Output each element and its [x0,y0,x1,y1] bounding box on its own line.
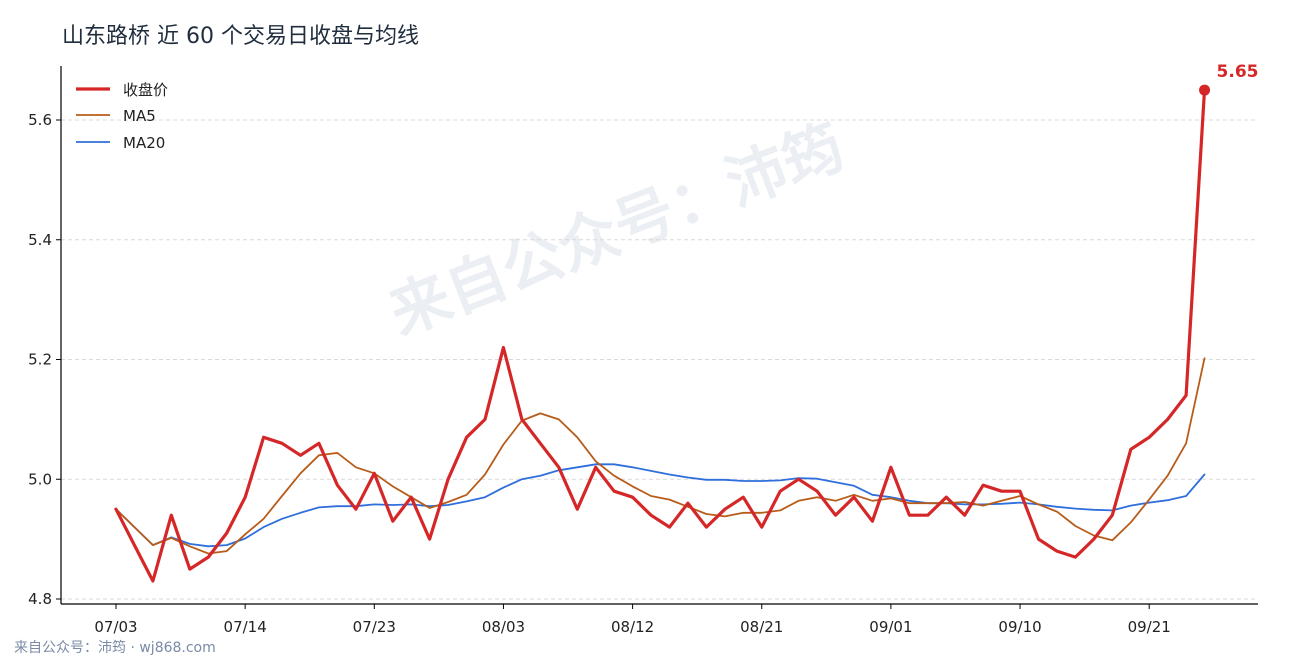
y-tick-label: 4.8 [28,590,52,608]
legend: 收盘价 MA5 MA20 [76,81,168,152]
last-point-marker [1199,84,1211,96]
footer-credit: 来自公众号：沛筠 · wj868.com [14,640,216,656]
series-lines [114,88,1207,583]
legend-label: MA5 [123,107,156,125]
x-tick-label: 07/14 [224,618,267,636]
y-tick-label: 5.6 [28,111,52,129]
y-tick-label: 5.4 [28,231,52,249]
close-price-line [114,88,1207,583]
chart-title: 山东路桥 近 60 个交易日收盘与均线 [62,24,419,49]
last-value-label: 5.65 [1217,62,1259,82]
legend-label: MA20 [123,134,165,152]
ma5-line [115,357,1206,555]
y-tick-label: 5.0 [28,470,52,488]
x-tick-label: 09/10 [998,618,1041,636]
watermark-text: 来自公众号：沛筠 [380,112,853,349]
x-tick-label: 07/03 [94,618,137,636]
x-tick-label: 09/21 [1128,618,1171,636]
y-tick-label: 5.2 [28,351,52,369]
x-tick-label: 08/21 [740,618,783,636]
legend-label: 收盘价 [123,81,168,99]
grid-lines [61,119,1258,600]
x-tick-label: 08/03 [482,618,525,636]
axes [60,66,1258,605]
last-point: 5.65 [1199,62,1259,96]
x-axis-ticks: 07/03 07/14 07/23 08/03 08/12 08/21 09/01 09/10… [94,604,1171,636]
x-tick-label: 09/01 [869,618,912,636]
x-tick-label: 07/23 [353,618,396,636]
x-tick-label: 08/12 [611,618,654,636]
y-axis-ticks: 4.8 5.0 5.2 5.4 5.6 [28,111,61,608]
